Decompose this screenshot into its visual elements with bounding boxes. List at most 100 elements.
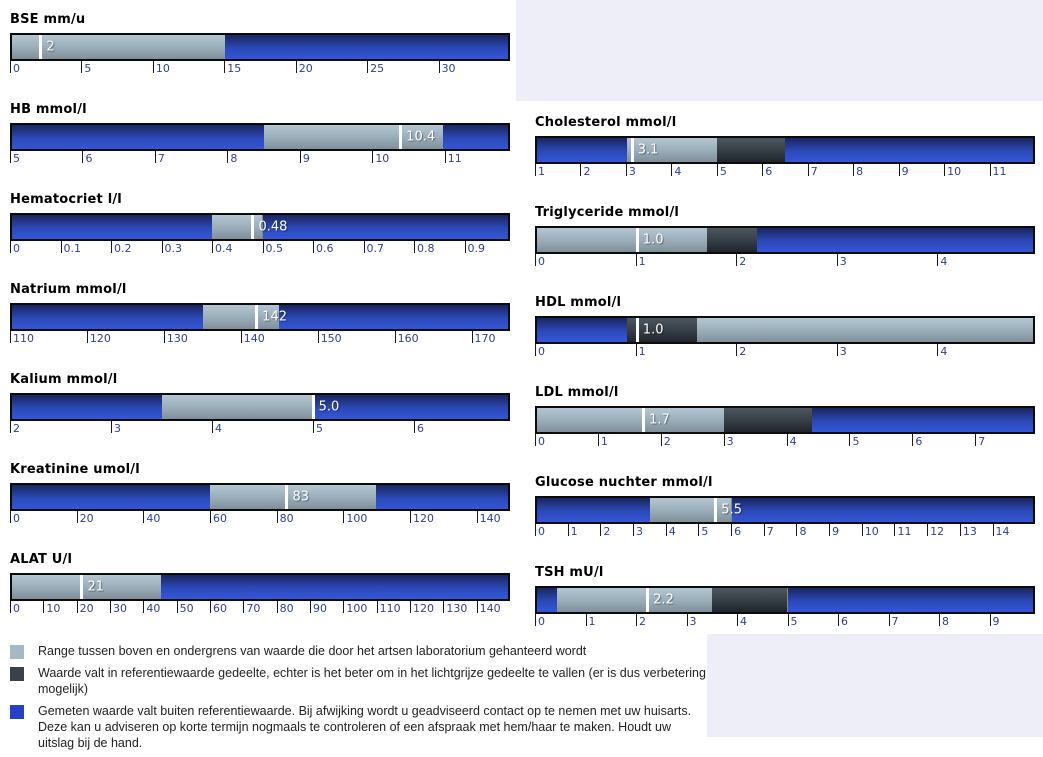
gauge-natrium: Natrium mmol/l 142 110 120 130 140 150 160 170 xyxy=(10,282,510,370)
tick-label: 120 xyxy=(89,332,111,345)
tick-label: 10 xyxy=(155,62,170,75)
tick-label: 6 xyxy=(85,152,93,165)
tick-label: 10 xyxy=(375,152,390,165)
segment-outside xyxy=(537,138,628,162)
gauge-axis-tsh: 0 1 2 3 4 5 6 7 8 9 xyxy=(535,614,1035,630)
tick-mark xyxy=(849,434,851,446)
value-label: 3.1 xyxy=(637,142,659,158)
tick-label: 12 xyxy=(930,525,945,538)
gauge-axis-natrium: 110 120 130 140 150 160 170 xyxy=(10,331,510,347)
tick-label: 1 xyxy=(570,525,578,538)
value-marker xyxy=(311,395,315,419)
tick-label: 70 xyxy=(246,602,261,615)
segment-outside xyxy=(12,485,211,509)
tick-label: 3 xyxy=(689,615,697,628)
gauge-bar-hdl: 1.0 xyxy=(535,316,1035,344)
tick-label: 0.9 xyxy=(467,242,486,255)
tick-label: 2 xyxy=(739,255,747,268)
tick-label: 6 xyxy=(417,422,425,435)
tick-mark xyxy=(937,344,939,356)
tick-label: 90 xyxy=(313,602,327,615)
value-label: 1.0 xyxy=(642,232,664,248)
segment-reference xyxy=(12,575,161,599)
tick-mark xyxy=(367,61,369,73)
segment-reference xyxy=(212,215,263,239)
tick-label: 2 xyxy=(13,422,20,435)
tick-label: 15 xyxy=(227,62,242,75)
gauge-bar-natrium: 142 xyxy=(10,303,510,331)
tick-mark xyxy=(861,524,863,536)
tick-label: 0.8 xyxy=(417,242,435,255)
legend-swatch-reference xyxy=(10,645,24,659)
gauge-ldl: LDL mmol/l 1.7 0 1 2 3 4 5 6 7 xyxy=(535,385,1035,473)
tick-label: 130 xyxy=(446,602,468,615)
value-marker xyxy=(39,35,43,59)
value-label: 83 xyxy=(292,489,309,505)
tick-mark xyxy=(944,164,946,176)
tick-label: 7 xyxy=(978,435,986,448)
legend-item-text: Waarde valt in referentiewaarde gedeelte… xyxy=(38,666,706,696)
tick-label: 9 xyxy=(302,152,310,165)
tick-label: 8 xyxy=(799,525,807,538)
tick-label: 50 xyxy=(179,602,194,615)
tick-label: 130 xyxy=(166,332,188,345)
tick-label: 14 xyxy=(995,525,1010,538)
gauge-hdl: HDL mmol/l 1.0 0 1 2 3 4 xyxy=(535,295,1035,383)
legend-item-reference: Range tussen boven en ondergrens van waa… xyxy=(10,643,707,659)
tick-label: 160 xyxy=(397,332,419,345)
tick-mark xyxy=(959,524,961,536)
tick-mark xyxy=(210,511,211,523)
tick-mark xyxy=(60,241,62,253)
gauge-title-ldl: LDL mmol/l xyxy=(535,385,619,400)
value-marker xyxy=(80,575,84,599)
tick-mark xyxy=(464,241,466,253)
tick-mark xyxy=(989,164,991,176)
tick-label: 2 xyxy=(663,435,671,448)
gauge-column-right: Cholesterol mmol/l 3.1 1 2 3 4 5 6 7 8 9 10 11 Trigly… xyxy=(535,115,1035,650)
tick-label: 60 xyxy=(213,602,227,615)
tick-mark xyxy=(10,511,11,523)
value-marker xyxy=(635,228,639,252)
tick-mark xyxy=(262,241,264,253)
tick-label: 10 xyxy=(46,602,61,615)
tick-mark xyxy=(635,254,637,266)
tick-label: 150 xyxy=(320,332,342,345)
tick-mark xyxy=(992,524,994,536)
tick-label: 6 xyxy=(765,165,773,178)
segment-outside xyxy=(160,575,508,599)
tick-label: 4 xyxy=(215,422,223,435)
segment-outside xyxy=(537,318,627,342)
tick-mark xyxy=(736,254,738,266)
tick-label: 4 xyxy=(940,345,948,358)
tick-mark xyxy=(212,241,214,253)
tick-mark xyxy=(535,524,536,536)
tick-label: 120 xyxy=(413,512,434,525)
tick-mark xyxy=(10,241,11,253)
segment-outside xyxy=(787,588,1033,612)
tick-mark xyxy=(686,614,688,626)
tick-label: 0 xyxy=(538,435,545,448)
legend-item-text: Gemeten waarde valt buiten referentiewaa… xyxy=(38,704,692,750)
legend-item-text: Range tussen boven en ondergrens van waa… xyxy=(38,644,587,658)
tick-mark xyxy=(161,241,163,253)
tick-label: 13 xyxy=(962,525,977,538)
legend: Range tussen boven en ondergrens van waa… xyxy=(10,643,707,757)
tick-mark xyxy=(10,151,11,163)
segment-outside xyxy=(262,215,508,239)
tick-label: 120 xyxy=(413,602,434,615)
tick-mark xyxy=(567,524,569,536)
tick-mark xyxy=(898,164,900,176)
tick-label: 4 xyxy=(668,525,676,538)
tick-mark xyxy=(276,601,278,613)
tick-label: 3 xyxy=(636,525,644,538)
tick-label: 3 xyxy=(114,422,121,435)
tick-label: 6 xyxy=(734,525,742,538)
tick-mark xyxy=(888,614,890,626)
segment-reference xyxy=(537,228,707,252)
gauge-bar-tsh: 2.2 xyxy=(535,586,1035,614)
tick-mark xyxy=(731,524,733,536)
tick-mark xyxy=(111,241,112,253)
tick-label: 9 xyxy=(992,615,1000,628)
gauge-title-alat: ALAT U/l xyxy=(10,552,73,567)
tick-mark xyxy=(476,511,478,523)
